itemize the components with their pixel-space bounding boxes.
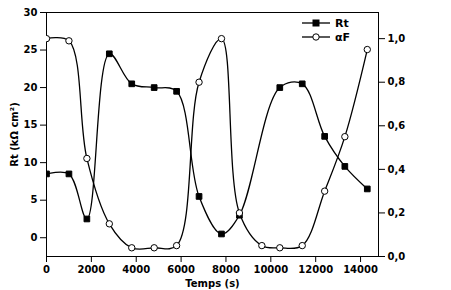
svg-text:2000: 2000 — [77, 264, 105, 275]
svg-text:8000: 8000 — [212, 264, 240, 275]
svg-text:30: 30 — [24, 7, 38, 18]
svg-text:0: 0 — [43, 264, 50, 275]
html-text:αF: αF — [334, 30, 350, 44]
svg-text:0,6: 0,6 — [388, 120, 406, 131]
svg-text:0,0: 0,0 — [388, 251, 406, 262]
svg-text:12000: 12000 — [298, 264, 333, 275]
svg-text:14000: 14000 — [343, 264, 378, 275]
svg-text:1,0: 1,0 — [388, 33, 406, 44]
svg-text:25: 25 — [24, 44, 38, 55]
svg-text:0,8: 0,8 — [388, 76, 406, 87]
svg-text:Temps (s): Temps (s) — [185, 278, 239, 289]
svg-text:4000: 4000 — [122, 264, 150, 275]
svg-text:0,4: 0,4 — [388, 164, 406, 175]
svg-text:10000: 10000 — [253, 264, 288, 275]
svg-text:5: 5 — [31, 194, 38, 205]
html-text:Rt: Rt — [334, 16, 349, 30]
svg-text:0,2: 0,2 — [388, 207, 406, 218]
svg-text:10: 10 — [24, 157, 38, 168]
svg-text:0: 0 — [31, 232, 38, 243]
svg-text:15: 15 — [24, 119, 38, 130]
svg-text:6000: 6000 — [167, 264, 195, 275]
svg-text:20: 20 — [24, 82, 38, 93]
svg-text:Rt (kΩ cm²): Rt (kΩ cm²) — [9, 102, 20, 166]
